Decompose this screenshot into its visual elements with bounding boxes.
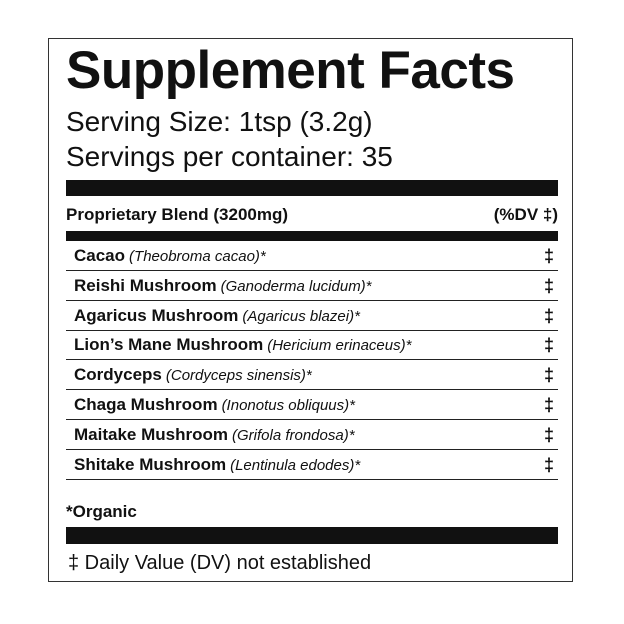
ingredient-name: Cacao (Theobroma cacao)* [74,246,266,266]
dv-mark: ‡ [543,365,554,386]
label-border [48,38,573,582]
ingredient-common-name: Maitake Mushroom [74,424,228,444]
ingredient-name: Maitake Mushroom (Grifola frondosa)* [74,425,355,445]
ingredient-latin-name: (Ganoderma lucidum)* [220,277,372,295]
dv-mark: ‡ [543,454,554,475]
ingredient-name: Chaga Mushroom (Inonotus obliquus)* [74,395,355,415]
divider-bar [66,231,558,241]
label-title: Supplement Facts [66,41,515,100]
ingredient-common-name: Cacao [74,246,126,265]
ingredient-name: Lion’s Mane Mushroom (Hericium erinaceus)… [74,335,411,355]
blend-label: Proprietary Blend (3200mg) [66,205,289,224]
ingredient-latin-name: (Inonotus obliquus)* [221,397,355,414]
footnote: ‡ Daily Value (DV) not established [68,552,372,574]
servings-per-container: Servings per container: 35 [66,141,393,172]
ingredient-row: Agaricus Mushroom (Agaricus blazei)* ‡ [66,301,558,331]
ingredient-latin-name: (Cordyceps sinensis)* [165,367,312,385]
ingredient-common-name: Agaricus Mushroom [74,305,239,325]
organic-note: *Organic [66,502,137,521]
ingredient-common-name: Shitake Mushroom [74,454,227,474]
ingredient-common-name: Chaga Mushroom [74,395,218,414]
dv-mark: ‡ [543,305,554,326]
ingredient-row: Maitake Mushroom (Grifola frondosa)* ‡ [66,420,558,450]
ingredient-latin-name: (Theobroma cacao)* [129,248,266,265]
dv-header: (%DV ‡) [493,205,558,224]
ingredient-name: Shitake Mushroom (Lentinula edodes)* [74,455,360,475]
ingredient-latin-name: (Lentinula edodes)* [230,456,361,474]
ingredient-row: Lion’s Mane Mushroom (Hericium erinaceus)… [66,330,558,361]
ingredient-latin-name: (Hericium erinaceus)* [267,337,412,355]
ingredient-row: Reishi Mushroom (Ganoderma lucidum)* ‡ [66,271,558,301]
ingredient-name: Cordyceps (Cordyceps sinensis)* [74,365,312,385]
ingredient-row: Cordyceps (Cordyceps sinensis)* ‡ [66,360,558,391]
ingredient-latin-name: (Agaricus blazei)* [242,307,360,325]
dv-mark: ‡ [543,424,554,445]
divider-bar [66,180,558,196]
ingredient-name: Agaricus Mushroom (Agaricus blazei)* [74,306,360,326]
ingredient-latin-name: (Grifola frondosa)* [231,426,355,444]
dv-mark: ‡ [543,395,554,415]
ingredient-common-name: Lion’s Mane Mushroom [74,335,264,355]
dv-mark: ‡ [543,335,554,356]
ingredient-row: Cacao (Theobroma cacao)* ‡ [66,241,558,271]
ingredient-name: Reishi Mushroom (Ganoderma lucidum)* [74,276,372,296]
ingredient-row: Chaga Mushroom (Inonotus obliquus)* ‡ [66,390,558,420]
ingredient-common-name: Cordyceps [74,365,162,385]
ingredient-row: Shitake Mushroom (Lentinula edodes)* ‡ [66,450,558,480]
dv-mark: ‡ [543,275,554,296]
dv-mark: ‡ [543,246,554,266]
ingredient-common-name: Reishi Mushroom [74,275,217,295]
serving-size: Serving Size: 1tsp (3.2g) [66,106,373,137]
divider-bar [66,527,558,544]
